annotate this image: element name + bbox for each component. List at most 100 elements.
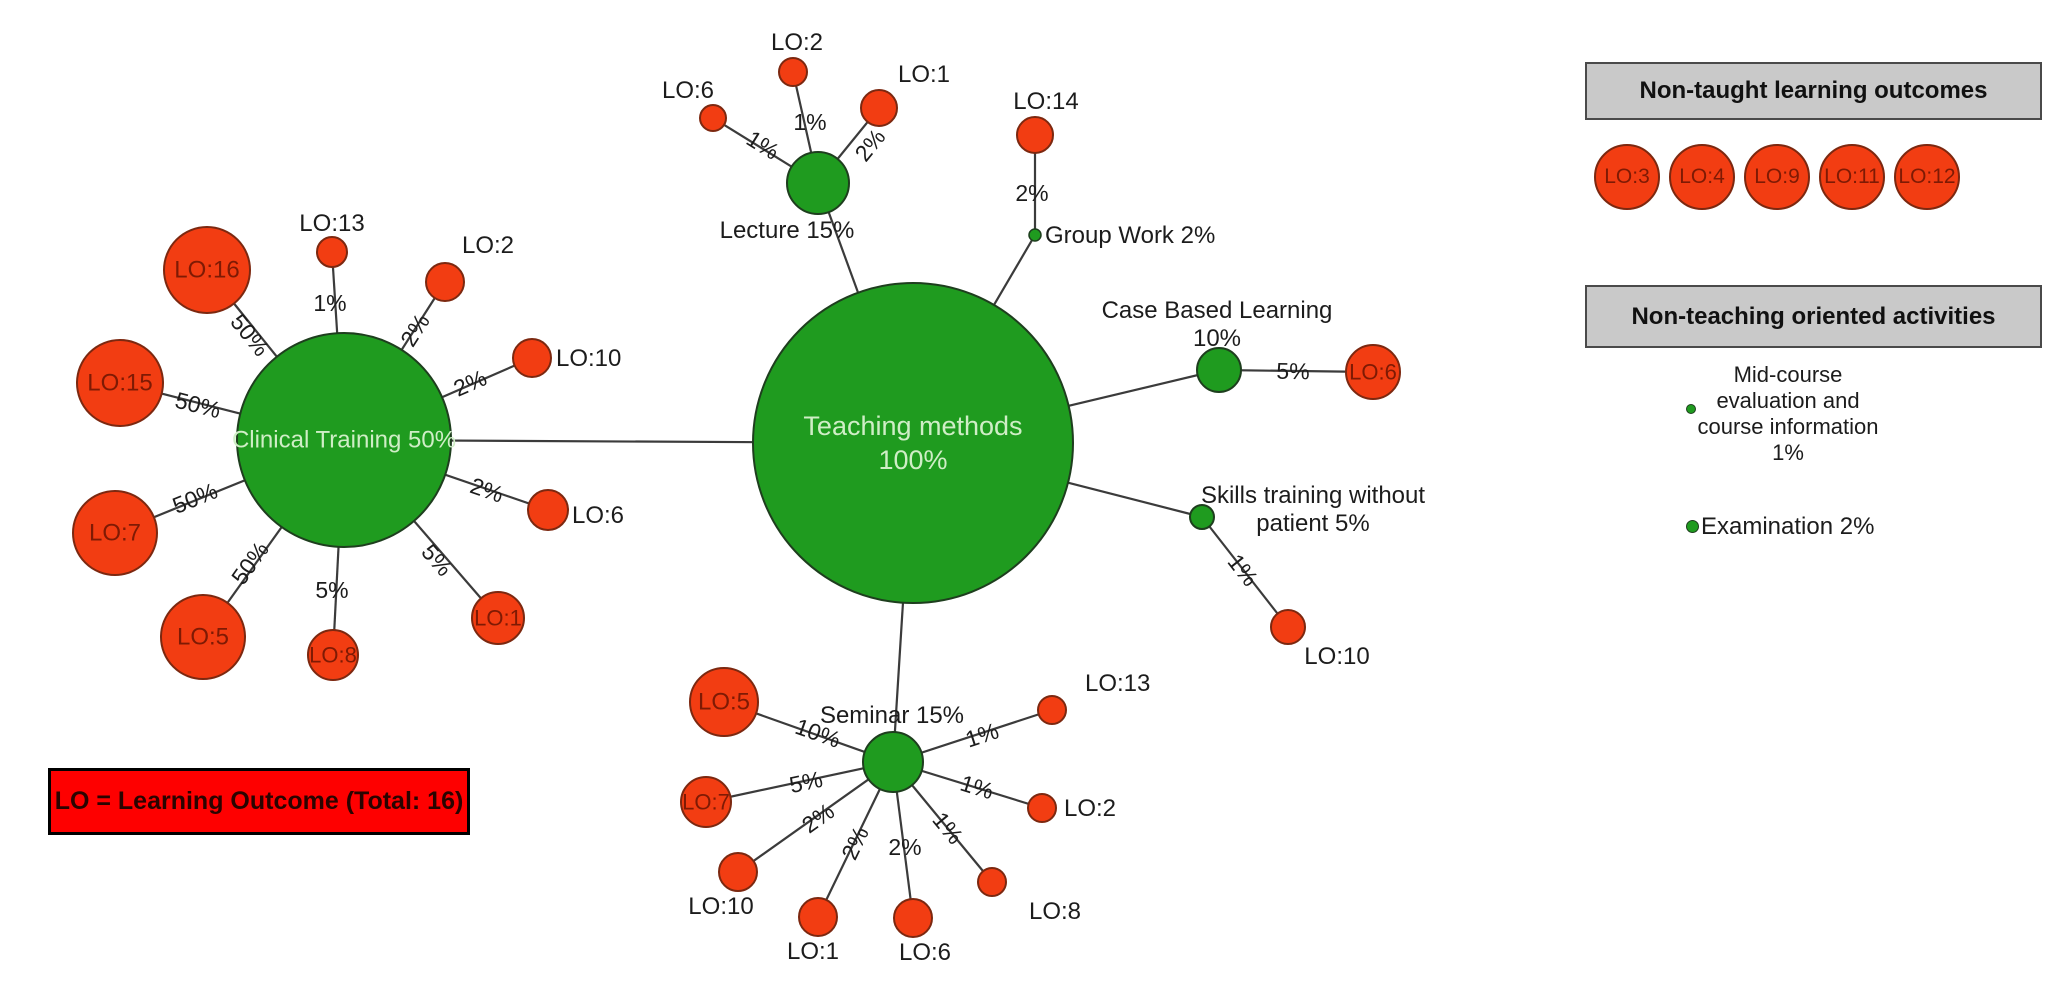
label-lecture: Lecture 15% — [720, 217, 855, 244]
lo-circle-label: LO:4 — [1679, 165, 1725, 188]
pct-label-cbl-cbl_lo6: 5% — [1276, 358, 1310, 384]
pct-label-seminar-s_lo13: 1% — [962, 717, 1002, 752]
label-s_lo5: LO:5 — [698, 689, 750, 716]
lo-definition-text: LO = Learning Outcome (Total: 16) — [54, 787, 464, 815]
node-c_lo16 — [163, 226, 251, 314]
non-taught-panel-header: Non-taught learning outcomes — [1585, 62, 2042, 120]
label-s_lo10: LO:10 — [688, 893, 753, 920]
midcourse-line: evaluation and — [1716, 388, 1860, 413]
node-s_lo2 — [1027, 793, 1057, 823]
lo-circle-label: LO:11 — [1824, 165, 1880, 188]
midcourse-line: course information — [1697, 414, 1879, 439]
node-c_lo13 — [316, 236, 348, 268]
edge-skills-sk_lo10 — [1201, 516, 1289, 628]
edge-seminar-s_lo7 — [705, 760, 894, 804]
pct-label-seminar-s_lo6: 2% — [888, 834, 921, 860]
node-cbl_lo6 — [1345, 344, 1401, 400]
label-s_lo6: LO:6 — [899, 939, 951, 966]
label-c_lo8: LO:8 — [309, 643, 357, 668]
node-s_lo13 — [1037, 695, 1067, 725]
node-teaching — [752, 282, 1074, 604]
label-c_lo2: LO:2 — [462, 232, 514, 259]
node-cbl — [1196, 347, 1242, 393]
node-c_lo7 — [72, 490, 158, 576]
pct-label-clinical-c_lo13: 1% — [313, 290, 346, 316]
node-c_lo5 — [160, 594, 246, 680]
non-taught-circles: LO:3 LO:4 LO:9 LO:11 LO:12 — [1594, 144, 1960, 210]
label-s_lo13: LO:13 — [1085, 670, 1150, 697]
label-seminar: Seminar 15% — [820, 702, 964, 729]
node-seminar — [862, 731, 924, 793]
pct-label-lecture-l_lo1: 2% — [849, 124, 890, 166]
label-s_lo7: LO:7 — [682, 790, 730, 815]
non-taught-lo-circle: LO:4 — [1669, 144, 1735, 210]
node-l_lo1 — [860, 89, 898, 127]
label-s_lo8: LO:8 — [1029, 898, 1081, 925]
node-c_lo2 — [425, 262, 465, 302]
pct-label-clinical-c_lo8: 5% — [315, 577, 348, 603]
label-l_lo2: LO:2 — [771, 29, 823, 56]
pct-label-clinical-c_lo16: 50% — [225, 309, 274, 361]
midcourse-line: Mid-course — [1733, 362, 1843, 387]
node-lecture — [786, 151, 850, 215]
midcourse-activity-label: Mid-course evaluation and course informa… — [1662, 362, 1914, 466]
node-l_lo6 — [699, 104, 727, 132]
label-l_lo1: LO:1 — [898, 61, 950, 88]
node-s_lo8 — [977, 867, 1007, 897]
edge-seminar-s_lo10 — [737, 761, 894, 873]
pct-label-skills-sk_lo10: 1% — [1223, 549, 1264, 591]
pct-label-clinical-c_lo10: 2% — [450, 364, 491, 401]
label-c_lo16: LO:16 — [174, 257, 239, 284]
pct-label-seminar-s_lo8: 1% — [927, 807, 968, 849]
pct-label-seminar-s_lo1: 2% — [836, 822, 874, 863]
pct-label-clinical-c_lo2: 2% — [395, 309, 435, 351]
label-c_lo6: LO:6 — [572, 502, 624, 529]
node-c_lo10 — [512, 338, 552, 378]
label-skills: Skills training without patient 5% — [1201, 482, 1425, 537]
non-taught-lo-circle: LO:3 — [1594, 144, 1660, 210]
node-groupwork — [1028, 228, 1042, 242]
lo-circle-label: LO:9 — [1754, 165, 1800, 188]
node-l_lo2 — [778, 57, 808, 87]
non-teaching-title: Non-teaching oriented activities — [1631, 302, 1996, 330]
node-c_lo6 — [527, 489, 569, 531]
pct-label-clinical-c_lo6: 2% — [467, 472, 507, 507]
pct-label-groupwork-lo14: 2% — [1015, 180, 1048, 206]
label-clinical: Clinical Training 50% — [232, 427, 456, 454]
label-c_lo15: LO:15 — [87, 370, 152, 397]
node-s_lo1 — [798, 897, 838, 937]
non-taught-title: Non-taught learning outcomes — [1639, 77, 1988, 104]
label-sk_lo10: LO:10 — [1304, 643, 1369, 670]
label-l_lo6: LO:6 — [662, 77, 714, 104]
non-taught-lo-circle: LO:9 — [1744, 144, 1810, 210]
label-lo14: LO:14 — [1013, 88, 1078, 115]
pct-label-seminar-s_lo7: 5% — [787, 766, 825, 798]
pct-label-clinical-c_lo7: 50% — [169, 477, 221, 518]
node-sk_lo10 — [1270, 609, 1306, 645]
label-s_lo2: LO:2 — [1064, 795, 1116, 822]
examination-dot-icon — [1686, 520, 1699, 533]
label-teaching: Teaching methods 100% — [803, 411, 1022, 475]
label-cbl: Case Based Learning 10% — [1102, 297, 1333, 352]
lo-circle-label: LO:3 — [1604, 165, 1650, 188]
label-s_lo1: LO:1 — [787, 938, 839, 965]
pct-label-lecture-l_lo2: 1% — [793, 109, 826, 135]
node-c_lo8 — [307, 629, 359, 681]
midcourse-dot-icon — [1686, 404, 1696, 414]
label-groupwork: Group Work 2% — [1045, 222, 1215, 249]
node-skills — [1189, 504, 1215, 530]
lo-circle-label: LO:12 — [1898, 165, 1956, 188]
label-c_lo1: LO:1 — [474, 606, 522, 631]
label-c_lo7: LO:7 — [89, 520, 141, 547]
lo-definition-note: LO = Learning Outcome (Total: 16) — [48, 768, 470, 835]
pct-label-clinical-c_lo1: 5% — [416, 539, 457, 581]
node-s_lo6 — [893, 898, 933, 938]
non-taught-lo-circle: LO:12 — [1894, 144, 1960, 210]
node-c_lo15 — [76, 339, 164, 427]
node-s_lo10 — [718, 852, 758, 892]
label-c_lo10: LO:10 — [556, 345, 621, 372]
examination-activity-label: Examination 2% — [1701, 513, 1875, 540]
node-clinical — [236, 332, 452, 548]
pct-label-clinical-c_lo5: 50% — [226, 537, 274, 590]
